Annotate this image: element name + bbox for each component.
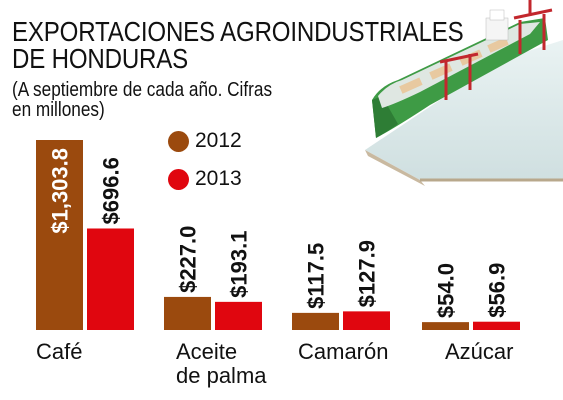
value-label-aceite-de-palma-2012: $227.0 <box>176 226 201 293</box>
bar-cafe-2012 <box>36 140 83 330</box>
bar-aceite-de-palma-2012 <box>164 296 211 330</box>
legend-label-2013: 2013 <box>195 167 242 190</box>
legend: 2012 2013 <box>168 126 242 202</box>
category-label-cafe: Café <box>36 339 83 364</box>
value-label-camaron-2013: $127.9 <box>355 240 380 307</box>
bar-camaron-2012 <box>292 312 339 330</box>
subtitle-line-2: en millones) <box>12 99 105 121</box>
dock-surface <box>365 40 563 180</box>
value-label-cafe-2012: $1,303.8 <box>48 148 73 234</box>
bar-aceite-de-palma-2013 <box>215 301 262 330</box>
value-label-cafe-2013: $696.6 <box>99 157 124 224</box>
value-label-aceite-de-palma-2013: $193.1 <box>227 231 252 298</box>
value-labels-group: $1,303.8 $696.6 $227.0 $193.1 $117.5 $127.9 $5… <box>48 148 510 318</box>
chart-subtitle: (A septiembre de cada año. Cifras en mil… <box>12 80 272 120</box>
chart-title: EXPORTACIONES AGROINDUSTRIALES DE HONDUR… <box>12 16 464 74</box>
category-label-aceite-line1: Aceite <box>176 339 238 364</box>
bar-azucar-2012 <box>422 322 469 330</box>
title-line-2: DE HONDURAS <box>12 43 189 74</box>
ship-hull <box>372 18 548 138</box>
category-label-camaron: Camarón <box>298 339 389 364</box>
value-label-azucar-2013: $56.9 <box>485 263 510 318</box>
crane-icons <box>439 0 553 100</box>
title-line-1: EXPORTACIONES AGROINDUSTRIALES <box>12 16 464 47</box>
category-label-azucar: Azúcar <box>445 339 514 364</box>
value-label-azucar-2012: $54.0 <box>434 263 459 318</box>
legend-swatch-2012 <box>168 130 189 152</box>
bars-group <box>36 140 520 330</box>
value-label-camaron-2012: $117.5 <box>304 243 329 309</box>
legend-item-2013: 2013 <box>168 164 242 194</box>
bar-azucar-2013 <box>473 321 520 330</box>
subtitle-line-1: (A septiembre de cada año. Cifras <box>12 79 273 101</box>
bar-cafe-2013 <box>87 228 134 330</box>
category-label-aceite-line2: de palma <box>176 363 267 388</box>
legend-swatch-2013 <box>168 168 189 190</box>
bar-camaron-2013 <box>343 311 390 330</box>
cargo-ship-illustration <box>365 0 563 186</box>
legend-label-2012: 2012 <box>195 129 242 152</box>
legend-item-2012: 2012 <box>168 126 242 156</box>
dock-edge <box>365 150 425 186</box>
